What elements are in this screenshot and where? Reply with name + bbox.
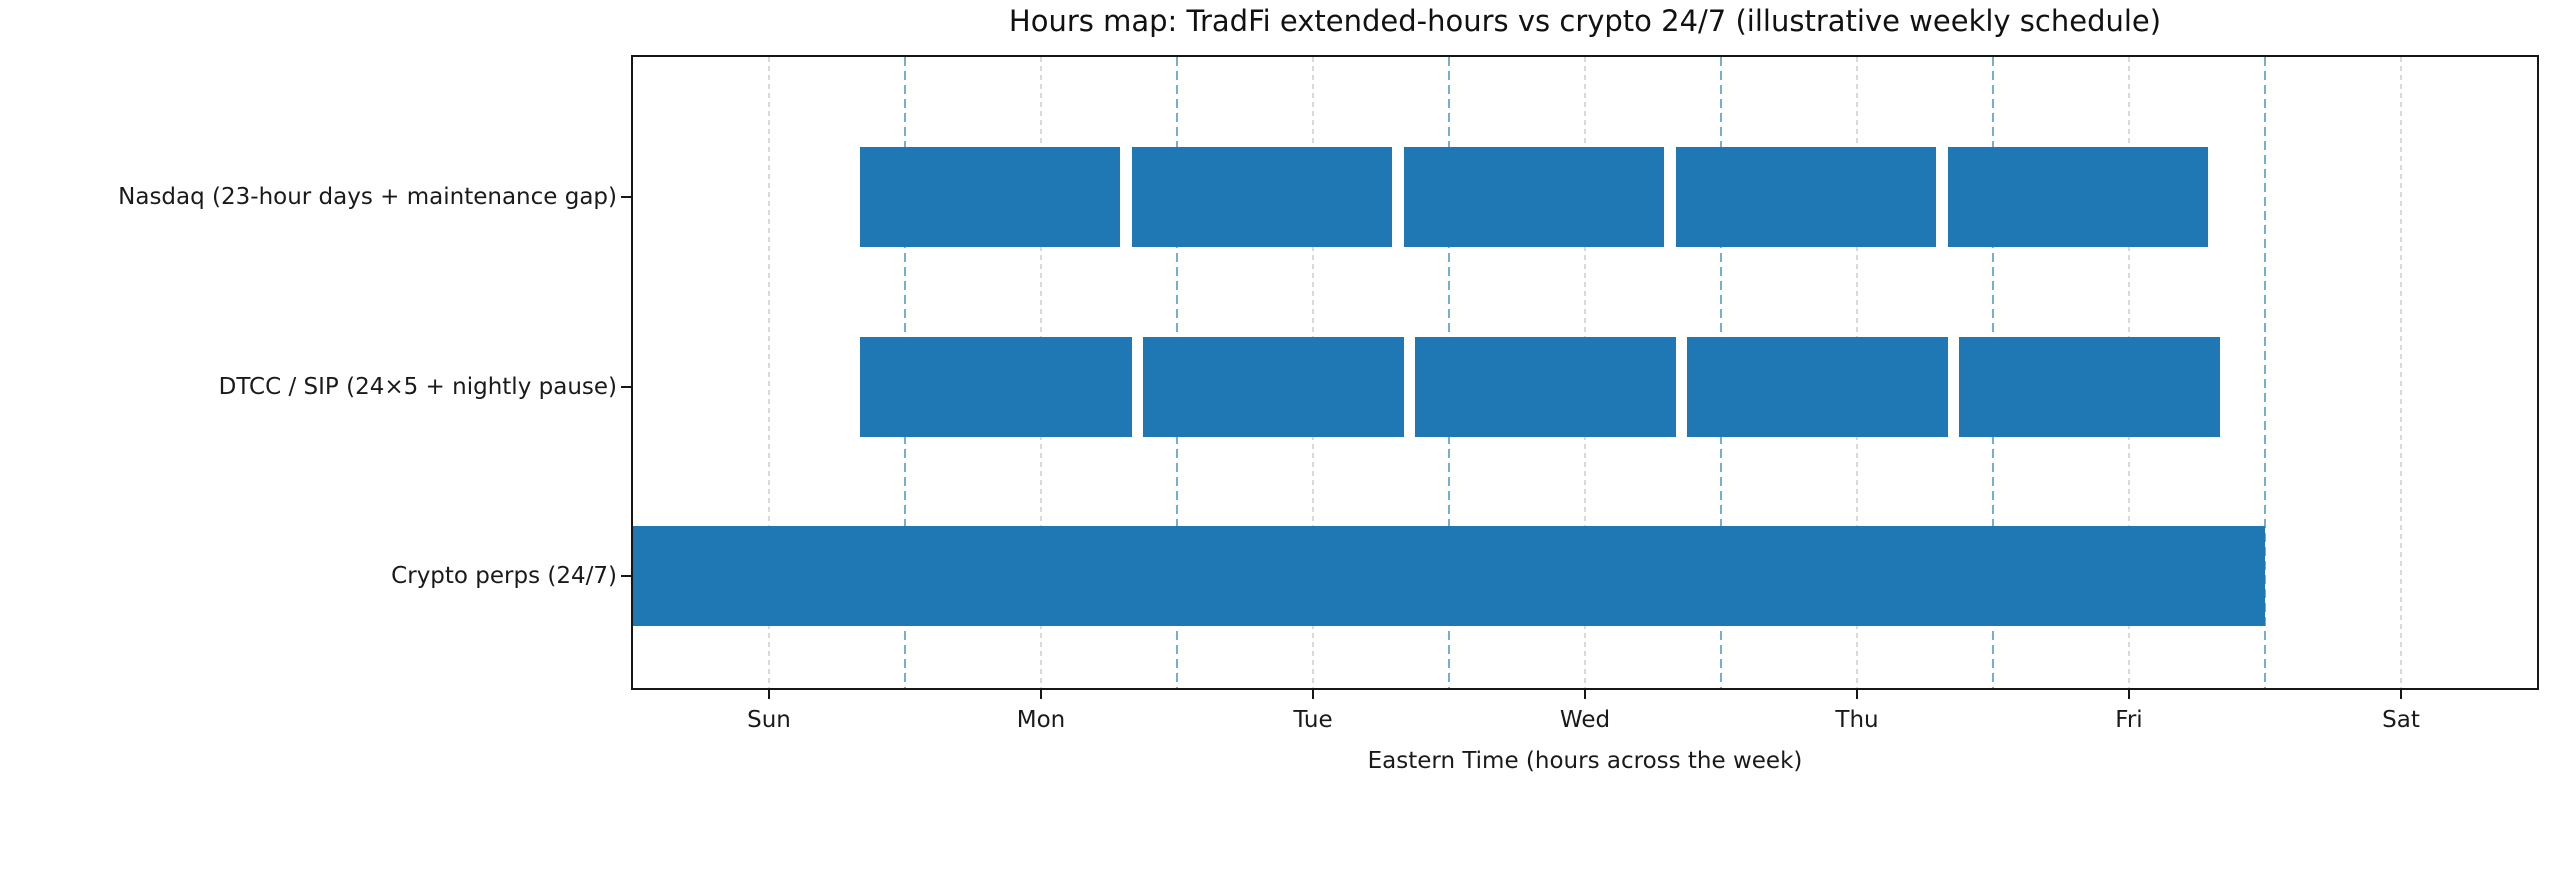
bar-segment <box>1675 147 1937 248</box>
x-axis-tick-label: Wed <box>1559 707 1611 733</box>
x-axis-tick <box>1040 690 1042 699</box>
y-axis-tick <box>621 386 631 388</box>
x-axis-title: Eastern Time (hours across the week) <box>1367 748 1803 774</box>
x-axis-tick <box>1312 690 1314 699</box>
bar-segment <box>1403 147 1665 248</box>
chart-footnote: DTCC/SIP: Sun 8pm→Fri 8pm ET with 8–9pm … <box>650 823 1521 893</box>
y-axis-label: Crypto perps (24/7) <box>391 562 617 589</box>
plot-area <box>631 55 2539 690</box>
bar-segment <box>859 147 1121 248</box>
noon-gridline <box>2400 57 2402 688</box>
x-axis-tick <box>1856 690 1858 699</box>
x-axis-tick-label: Thu <box>1835 707 1879 733</box>
y-axis-tick <box>621 574 631 577</box>
bar-segment <box>1687 337 1948 437</box>
bar-segment <box>1415 337 1676 437</box>
x-axis-tick <box>2128 690 2130 699</box>
y-axis-label: DTCC / SIP (24×5 + nightly pause) <box>218 374 617 400</box>
bar-segment <box>859 337 1132 437</box>
day-boundary-line <box>2264 57 2266 688</box>
x-axis-tick-label: Mon <box>1016 707 1066 733</box>
x-axis-tick-label: Sat <box>2382 707 2420 733</box>
bar-segment <box>633 525 2265 626</box>
x-axis-tick <box>768 690 770 699</box>
chart-title: Hours map: TradFi extended-hours vs cryp… <box>1008 4 2162 38</box>
x-axis-tick <box>1584 690 1586 699</box>
y-axis-tick <box>621 196 631 199</box>
footnote-line-1: DTCC/SIP: Sun 8pm→Fri 8pm ET with 8–9pm … <box>650 889 1521 893</box>
bar-segment <box>1959 337 2220 437</box>
x-axis-tick-label: Tue <box>1293 707 1333 733</box>
bar-segment <box>1131 147 1393 248</box>
x-axis-tick <box>2400 690 2402 699</box>
x-axis-tick-label: Sun <box>747 707 791 733</box>
x-axis-tick-label: Fri <box>2115 707 2143 733</box>
noon-gridline <box>768 57 770 688</box>
bar-segment <box>1143 337 1404 437</box>
bar-segment <box>1947 147 2209 248</box>
y-axis-label: Nasdaq (23-hour days + maintenance gap) <box>118 184 617 211</box>
